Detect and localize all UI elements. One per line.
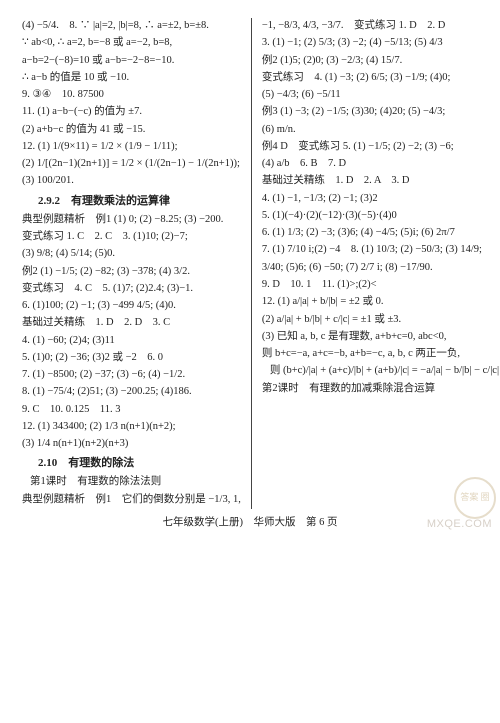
text-line: (2) 1/[(2n−1)(2n+1)] = 1/2 × (1/(2n−1) −…: [22, 156, 241, 172]
text-line: (3) 已知 a, b, c 是有理数, a+b+c=0, abc<0,: [262, 329, 500, 345]
text-line: 5. (1)0; (2) −36; (3)2 或 −2 6. 0: [22, 350, 241, 366]
section-title: 2.9.2 有理数乘法的运算律: [22, 193, 241, 210]
text-line: 3. (1) −1; (2) 5/3; (3) −2; (4) −5/13; (…: [262, 35, 500, 51]
text-line: 例3 (1) −3; (2) −1/5; (3)30; (4)20; (5) −…: [262, 104, 500, 120]
text-line: (2) a+b−c 的值为 41 或 −15.: [22, 122, 241, 138]
text-line: 变式练习 1. C 2. C 3. (1)10; (2)−7;: [22, 229, 241, 245]
text-line: 4. (1) −1, −1/3; (2) −1; (3)2: [262, 191, 500, 207]
text-line: 7. (1) 7/10 i;(2) −4 8. (1) 10/3; (2) −5…: [262, 242, 500, 258]
text-line: 变式练习 4. C 5. (1)7; (2)2.4; (3)−1.: [22, 281, 241, 297]
text-line: (2) a/|a| + b/|b| + c/|c| = ±1 或 ±3.: [262, 312, 500, 328]
page: (4) −5/4. 8. ∵ |a|=2, |b|=8, ∴ a=±2, b=±…: [0, 0, 500, 539]
text-line: ∵ ab<0, ∴ a=2, b=−8 或 a=−2, b=8,: [22, 35, 241, 51]
text-line: 例2 (1)5; (2)0; (3) −2/3; (4) 15/7.: [262, 53, 500, 69]
text-line: 变式练习 4. (1) −3; (2) 6/5; (3) −1/9; (4)0;: [262, 70, 500, 86]
watermark-stamp-icon: 答案 圈: [454, 477, 496, 519]
text-line: 6. (1) 1/3; (2) −3; (3)6; (4) −4/5; (5)i…: [262, 225, 500, 241]
text-line: 基础过关精练 1. D 2. D 3. C: [22, 315, 241, 331]
text-line: 7. (1) −8500; (2) −37; (3) −6; (4) −1/2.: [22, 367, 241, 383]
text-line: 基础过关精练 1. D 2. A 3. D: [262, 173, 500, 189]
text-line: 8. (1) −75/4; (2)51; (3) −200.25; (4)186…: [22, 384, 241, 400]
page-footer: 七年级数学(上册) 华师大版 第 6 页: [16, 509, 484, 531]
text-line: ∴ a−b 的值是 10 或 −10.: [22, 70, 241, 86]
text-line: (3) 9/8; (4) 5/14; (5)0.: [22, 246, 241, 262]
text-line: −1, −8/3, 4/3, −3/7. 变式练习 1. D 2. D: [262, 18, 500, 34]
text-line: a−b=2−(−8)=10 或 a−b=−2−8=−10.: [22, 53, 241, 69]
section-title: 2.10 有理数的除法: [22, 455, 241, 472]
text-line: 12. (1) 1/(9×11) = 1/2 × (1/9 − 1/11);: [22, 139, 241, 155]
text-line: 3/40; (5)6; (6) −50; (7) 2/7 i; (8) −17/…: [262, 260, 500, 276]
text-line: 9. ③④ 10. 87500: [22, 87, 241, 103]
text-line: (4) a/b 6. B 7. D: [262, 156, 500, 172]
text-line: 4. (1) −60; (2)4; (3)11: [22, 333, 241, 349]
watermark-text: MXQE.COM: [427, 516, 492, 533]
text-line: 第2课时 有理数的加减乘除混合运算: [262, 381, 500, 397]
text-line: 9. C 10. 0.125 11. 3: [22, 402, 241, 418]
text-line: (6) m/n.: [262, 122, 500, 138]
text-line: 12. (1) 343400; (2) 1/3 n(n+1)(n+2);: [22, 419, 241, 435]
right-column: −1, −8/3, 4/3, −3/7. 变式练习 1. D 2. D 3. (…: [252, 18, 500, 509]
text-line: 12. (1) a/|a| + b/|b| = ±2 或 0.: [262, 294, 500, 310]
text-line: 例4 D 变式练习 5. (1) −1/5; (2) −2; (3) −6;: [262, 139, 500, 155]
text-line: 5. (1)(−4)·(2)(−12)·(3)(−5)·(4)0: [262, 208, 500, 224]
subsection-title: 则 (b+c)/|a| + (a+c)/|b| + (a+b)/|c| = −a…: [262, 363, 500, 379]
text-line: 则 b+c=−a, a+c=−b, a+b=−c, a, b, c 两正一负,: [262, 346, 500, 362]
text-line: (5) −4/3; (6) −5/11: [262, 87, 500, 103]
text-line: (3) 100/201.: [22, 173, 241, 189]
text-line: (4) −5/4. 8. ∵ |a|=2, |b|=8, ∴ a=±2, b=±…: [22, 18, 241, 34]
text-line: 6. (1)100; (2) −1; (3) −499 4/5; (4)0.: [22, 298, 241, 314]
text-line: 典型例题精析 例1 (1) 0; (2) −8.25; (3) −200.: [22, 212, 241, 228]
text-line: 9. D 10. 1 11. (1)>;(2)<: [262, 277, 500, 293]
left-column: (4) −5/4. 8. ∵ |a|=2, |b|=8, ∴ a=±2, b=±…: [16, 18, 252, 509]
text-line: (3) 1/4 n(n+1)(n+2)(n+3): [22, 436, 241, 452]
subsection-title: 第1课时 有理数的除法法则: [22, 474, 241, 490]
text-line: 典型例题精析 例1 它们的倒数分别是 −1/3, 1,: [22, 492, 241, 508]
text-line: 11. (1) a−b−(−c) 的值为 ±7.: [22, 104, 241, 120]
text-line: 例2 (1) −1/5; (2) −82; (3) −378; (4) 3/2.: [22, 264, 241, 280]
two-column-layout: (4) −5/4. 8. ∵ |a|=2, |b|=8, ∴ a=±2, b=±…: [16, 18, 484, 509]
